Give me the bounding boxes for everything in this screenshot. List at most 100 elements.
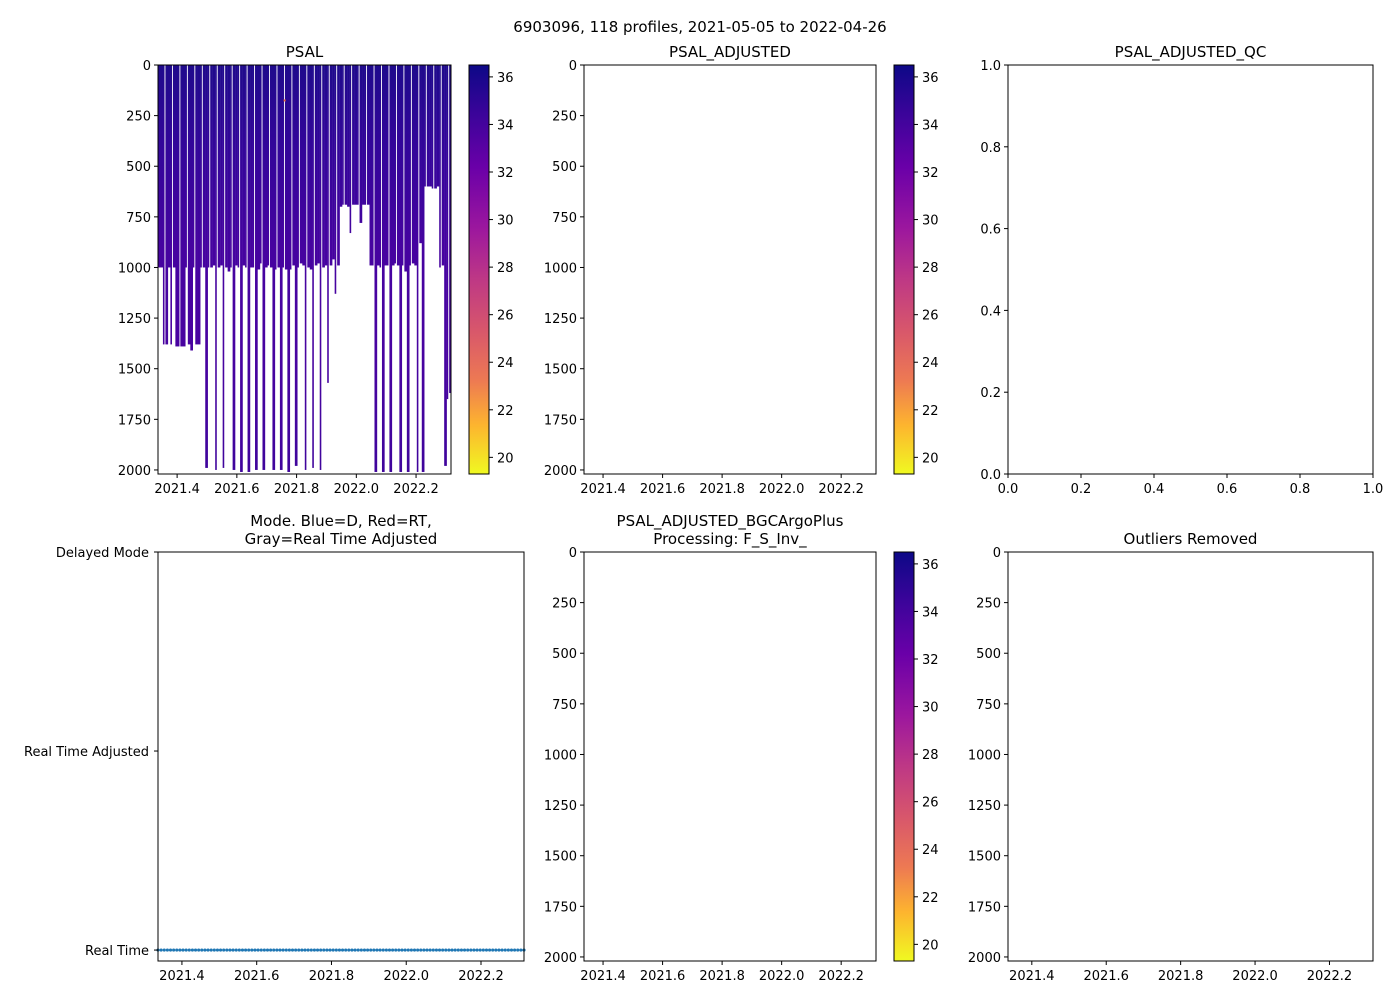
profile-bar [215, 65, 217, 470]
y-tick-label: 0.4 [980, 304, 1001, 319]
mode-point [391, 948, 395, 952]
profile-bar [294, 65, 298, 466]
mode-point [253, 948, 257, 952]
mode-point [409, 948, 413, 952]
mode-point [197, 948, 201, 952]
profile-bar [324, 65, 328, 266]
y-tick-label: 2000 [968, 951, 1001, 966]
profile-bar [391, 65, 395, 266]
mode-point [172, 948, 176, 952]
profile-bar [207, 65, 210, 268]
mode-point [340, 948, 345, 952]
mode-point [372, 948, 376, 952]
mode-point [347, 948, 351, 952]
profile-bar [354, 65, 358, 205]
x-tick-label: 2021.4 [580, 969, 626, 984]
mode-point [459, 948, 464, 952]
mode-point [378, 948, 382, 952]
profile-bar [227, 65, 231, 272]
mode-point [362, 948, 367, 952]
mode-point [218, 948, 223, 952]
y-tick-label: 1250 [544, 799, 577, 814]
colorbar: 20 22 24 26 28 30 32 34 36 [893, 551, 939, 962]
profile-bar [374, 65, 378, 472]
y-tick-label: 1000 [118, 261, 151, 276]
mode-point [462, 948, 467, 952]
mode-point [494, 948, 498, 952]
colorbar-tick-label: 26 [922, 796, 939, 811]
y-tick-label: 0.0 [980, 468, 1001, 483]
colorbar-tick-label: 30 [922, 701, 939, 716]
profile-bar [232, 65, 236, 470]
profile-bar [279, 65, 283, 470]
mode-point [193, 948, 198, 952]
y-tick-label: 250 [552, 597, 577, 612]
y-tick-label: 750 [552, 211, 577, 226]
colorbar-gradient [893, 551, 915, 962]
mode-point [478, 948, 482, 952]
mode-point [203, 948, 207, 952]
mode-point [162, 948, 166, 952]
profile-bar [247, 65, 251, 472]
mode-point [225, 948, 229, 952]
mode-point [228, 948, 232, 952]
profile-bar [352, 65, 355, 205]
colorbar-tick-label: 20 [922, 451, 939, 466]
mode-point [500, 948, 504, 952]
profile-bar [190, 65, 193, 351]
x-tick-label: 2022.0 [334, 482, 380, 497]
mode-point [165, 948, 169, 952]
mode-point [303, 948, 307, 952]
mode-point [472, 948, 476, 952]
mode-point [513, 948, 517, 952]
y-tick-label: 0 [569, 59, 577, 74]
figure-title: 6903096, 118 profiles, 2021-05-05 to 202… [513, 18, 886, 36]
mode-point [168, 948, 173, 952]
mode-point [434, 948, 439, 952]
mode-point [278, 948, 282, 952]
profile-bar [210, 65, 213, 268]
axes-frame [583, 64, 877, 475]
profile-bar [192, 65, 195, 268]
profile-bar [414, 65, 418, 266]
colorbar-tick-label: 32 [922, 166, 939, 181]
mode-point [356, 948, 360, 952]
mode-point [294, 948, 298, 952]
y-tick-label: 2000 [544, 951, 577, 966]
colorbar-tick-label: 32 [497, 166, 514, 181]
profile-bar [240, 65, 243, 472]
x-tick-label: 2021.6 [214, 482, 260, 497]
profile-bar [357, 65, 359, 205]
profile-bar [411, 65, 415, 264]
x-tick-label: 2021.8 [699, 969, 745, 984]
colorbar-tick-label: 20 [922, 938, 939, 953]
y-tick-label: 500 [552, 160, 577, 175]
mode-point [369, 948, 373, 952]
y-tick-label: 500 [552, 647, 577, 662]
mode-point [506, 948, 510, 952]
colorbar-tick-label: 28 [922, 748, 939, 763]
profile-bar [362, 65, 365, 205]
profile-bar [441, 65, 445, 266]
profile-bar [444, 65, 447, 466]
colorbar-tick-label: 24 [497, 356, 514, 371]
mode-point [212, 948, 216, 952]
mode-point [487, 948, 492, 952]
x-tick-label: 2021.8 [309, 969, 355, 984]
profile-bar [167, 65, 171, 268]
mode-point [400, 948, 404, 952]
mode-point [422, 948, 426, 952]
y-tick-label: 1.0 [980, 59, 1001, 74]
y-category-label: Delayed Mode [56, 546, 149, 561]
panel-mode: Mode. Blue=D, Red=RT,Gray=Real Time Adju… [24, 512, 526, 984]
mode-point [319, 948, 323, 952]
profile-bar [364, 65, 367, 205]
profile-bar [175, 65, 179, 347]
mode-point [428, 948, 432, 952]
panel-title: PSAL_ADJUSTED_QC [1115, 43, 1267, 62]
y-tick-label: 750 [552, 698, 577, 713]
mode-point [444, 948, 448, 952]
axes-frame [157, 551, 525, 962]
mode-point [200, 948, 204, 952]
